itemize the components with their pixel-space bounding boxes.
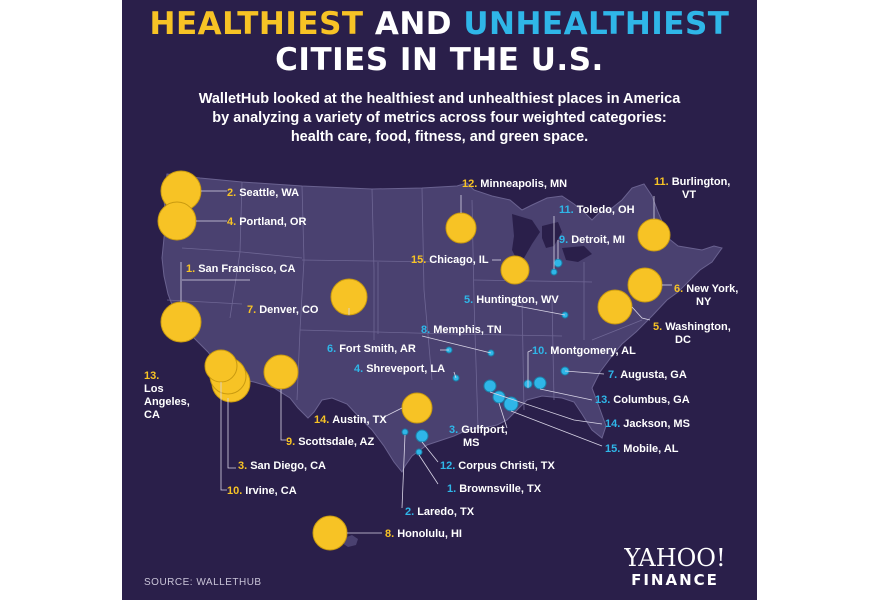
title-line-1: HEALTHIEST AND UNHEALTHIEST [122, 6, 757, 42]
marker-brownsville [415, 448, 423, 456]
label-los-angeles: 13. Los Angeles, CA [144, 370, 190, 421]
label-denver: 7. Denver, CO [247, 304, 319, 316]
label-austin: 14. Austin, TX [314, 414, 387, 426]
marker-honolulu [312, 515, 348, 551]
label-san-diego: 3. San Diego, CA [238, 460, 326, 472]
label-gulfport: 3. Gulfport, MS [449, 424, 508, 449]
marker-minneapolis [445, 212, 477, 244]
label-laredo: 2. Laredo, TX [405, 506, 475, 518]
label-honolulu: 8. Honolulu, HI [385, 528, 462, 540]
healthiest-markers [157, 170, 671, 551]
label-jackson: 14. Jackson, MS [605, 418, 690, 430]
label-chicago: 15. Chicago, IL [411, 254, 489, 266]
subtitle-line-3: health care, food, fitness, and green sp… [290, 129, 589, 145]
title-unhealthiest: UNHEALTHIEST [463, 6, 730, 42]
label-montgomery: 10. Montgomery, AL [532, 345, 636, 357]
marker-los-angeles-1 [204, 349, 238, 383]
label-irvine: 10. Irvine, CA [227, 485, 297, 497]
marker-burlington [637, 218, 671, 252]
marker-toledo [550, 268, 558, 276]
label-minneapolis: 12. Minneapolis, MN [462, 178, 567, 190]
hawaii-shape [316, 525, 358, 547]
label-washington: 5. Washington, DC [653, 321, 731, 346]
marker-scottsdale [263, 354, 299, 390]
label-augusta: 7. Augusta, GA [608, 369, 687, 381]
label-san-francisco: 1. San Francisco, CA [186, 263, 295, 275]
marker-detroit [553, 258, 563, 268]
label-portland: 4. Portland, OR [227, 216, 306, 228]
marker-jackson [483, 379, 497, 393]
label-brownsville: 1. Brownsville, TX [447, 483, 542, 495]
marker-columbus [533, 376, 547, 390]
title-line-2: CITIES IN THE U.S. [275, 42, 604, 78]
label-columbus: 13. Columbus, GA [595, 394, 690, 406]
label-mobile: 15. Mobile, AL [605, 443, 679, 455]
subtitle-line-2: by analyzing a variety of metrics across… [212, 110, 667, 126]
title-healthiest: HEALTHIEST [149, 6, 364, 42]
subtitle: WalletHub looked at the healthiest and u… [142, 90, 737, 147]
yahoo-finance-logo: YAHOO! FINANCE [610, 545, 740, 589]
great-lakes-shape [512, 214, 592, 262]
label-shreveport: 4. Shreveport, LA [354, 363, 445, 375]
subtitle-line-1: WalletHub looked at the healthiest and u… [198, 91, 681, 107]
infographic-poster: HEALTHIEST AND UNHEALTHIEST CITIES IN TH… [122, 0, 757, 600]
leader-lines [180, 190, 672, 534]
marker-portland [157, 201, 197, 241]
label-huntington: 5. Huntington, WV [464, 294, 559, 306]
label-scottsdale: 9. Scottsdale, AZ [286, 436, 374, 448]
marker-gulfport [492, 390, 506, 404]
source-credit: SOURCE: WALLETHUB [144, 577, 262, 588]
label-seattle: 2. Seattle, WA [227, 187, 299, 199]
label-burlington: 11. Burlington, VT [654, 176, 730, 201]
marker-washington [597, 289, 633, 325]
marker-new-york [627, 267, 663, 303]
marker-austin [401, 392, 433, 424]
us-map: 2. Seattle, WA 4. Portland, OR 1. San Franc… [144, 170, 738, 551]
label-memphis: 8. Memphis, TN [421, 324, 502, 336]
title-and: AND [374, 6, 453, 42]
state-lines [166, 181, 643, 429]
marker-san-francisco [160, 301, 202, 343]
marker-laredo [401, 428, 409, 436]
marker-chicago [500, 255, 530, 285]
label-corpus-christi: 12. Corpus Christi, TX [440, 460, 556, 472]
label-detroit: 9. Detroit, MI [559, 234, 625, 246]
label-toledo: 11. Toledo, OH [559, 204, 635, 216]
logo-finance-text: FINANCE [631, 571, 719, 589]
logo-yahoo-text: YAHOO! [624, 544, 726, 572]
label-fort-smith: 6. Fort Smith, AR [327, 343, 416, 355]
marker-corpus-christi [415, 429, 429, 443]
label-new-york: 6. New York, NY [674, 283, 738, 308]
